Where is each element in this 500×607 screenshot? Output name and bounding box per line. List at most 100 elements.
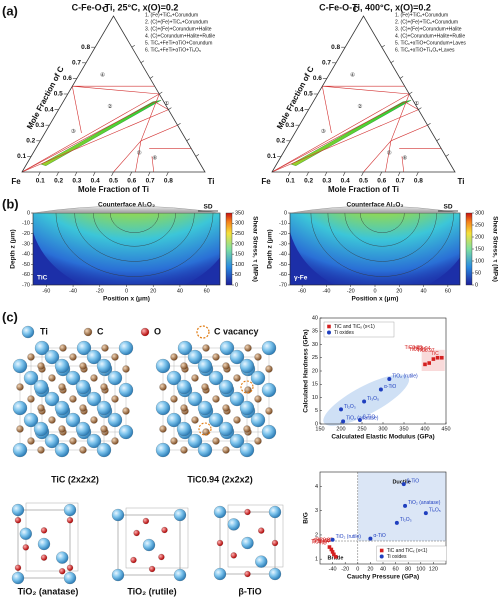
c-atom [122,365,130,373]
point [329,547,334,552]
legend-marker [327,324,331,329]
o-atom [149,565,156,573]
legend-c [83,327,93,337]
c-atom [79,362,87,370]
tick-label: 0.8 [81,44,90,51]
y-tick-label: -60 [279,272,287,278]
ti-atom [44,349,60,365]
legend-box [323,321,395,338]
vertex-label: Fe [261,177,271,186]
tick-label: 0.1 [286,178,295,185]
colorbar-tick-label: 50 [475,270,481,276]
ti-atom [12,400,28,416]
c-atom [159,425,167,433]
phase-boundary [363,140,392,173]
o-atom [258,527,265,534]
c-atom [233,416,241,424]
ti-atom [219,340,235,356]
tick-label: 0.7 [396,178,405,185]
cell-edge [17,509,71,579]
o-atom [142,517,149,525]
counterface [32,205,221,214]
tick-label: 0.5 [54,91,63,98]
c-atom [222,446,230,454]
point-label: TiO₂ (rutile) [392,373,418,379]
c-atom [244,386,252,394]
point-label: Ti₂O₃ [400,517,412,523]
ti-atom [65,370,81,386]
material-label: TiC [37,275,48,282]
o-atom [271,539,279,547]
point-label: α-TiO [384,384,397,390]
ti-atom [54,442,70,458]
o-atom [40,554,48,561]
ti-atom [142,538,156,552]
c-atom [27,437,35,445]
tick-label: 0.6 [313,75,322,82]
stress-field [290,213,460,285]
legend-marker [327,330,331,335]
tick-mark [361,171,364,177]
cell-edge [117,514,181,576]
c-atom [233,374,241,382]
phase-boundary [322,85,410,95]
phase-boundary [154,101,169,110]
c-atom [222,362,230,370]
tick-mark [324,171,328,177]
counterface-label: Counterface Al₂O₃ [98,202,155,209]
phase-boundary [151,156,155,173]
ti-atom [268,567,282,581]
y-tick-label: 20 [312,368,318,374]
c-atom [222,404,230,412]
point-label: TiO₂ (rutile) [336,534,362,540]
phase-boundary [271,109,419,173]
tick-mark [166,171,169,177]
tick-mark [445,154,450,157]
x-tick-label: 20 [367,566,373,572]
tick-label: 0.5 [304,91,313,98]
cell-edge [227,504,284,568]
c-atom [202,344,210,352]
region-label: ① [164,101,169,107]
ti-atom [11,503,25,517]
o-atom [216,539,224,547]
point-label: β-TiO [407,478,420,484]
tick-mark [418,107,422,110]
ti-atom [197,400,213,416]
point [368,536,373,541]
c-atom [69,437,77,445]
tick-mark [149,76,154,79]
tick-mark [390,60,395,64]
point-label: TiC0.88 [405,345,423,351]
x-tick-label: 350 [399,426,408,432]
c-atom [180,362,188,370]
c-atom [212,437,220,445]
tick-mark [288,171,291,177]
point [423,362,427,367]
c-atom [79,404,87,412]
c-atom [101,344,109,352]
ti-atom [23,370,39,386]
region-label: ③ [71,129,76,135]
point-label: TiO₂ (anatase) [408,500,441,506]
legend-entry: TiC and TiCₓ (x<1) [334,324,375,330]
point [333,554,338,559]
point [401,482,406,487]
c-atom [58,383,66,391]
o-atom [22,544,29,551]
ti-atom [12,358,28,374]
ti-atom [33,379,49,395]
ternary-title: C-Fe-O-Ti, 400°C, x(O)=0.2 [319,2,431,12]
o-atom [66,517,74,524]
x-tick-label: 40 [380,566,386,572]
c-atom [122,407,130,415]
tick-mark [306,171,309,177]
ti-atom [187,433,203,449]
c-atom [202,428,210,436]
ti-atom [250,370,266,386]
point-label: TiC0.94 [413,346,431,352]
c-atom [79,446,87,454]
x-tick-label: 300 [378,426,387,432]
o-atom [40,527,48,534]
ti-atom [86,433,102,449]
